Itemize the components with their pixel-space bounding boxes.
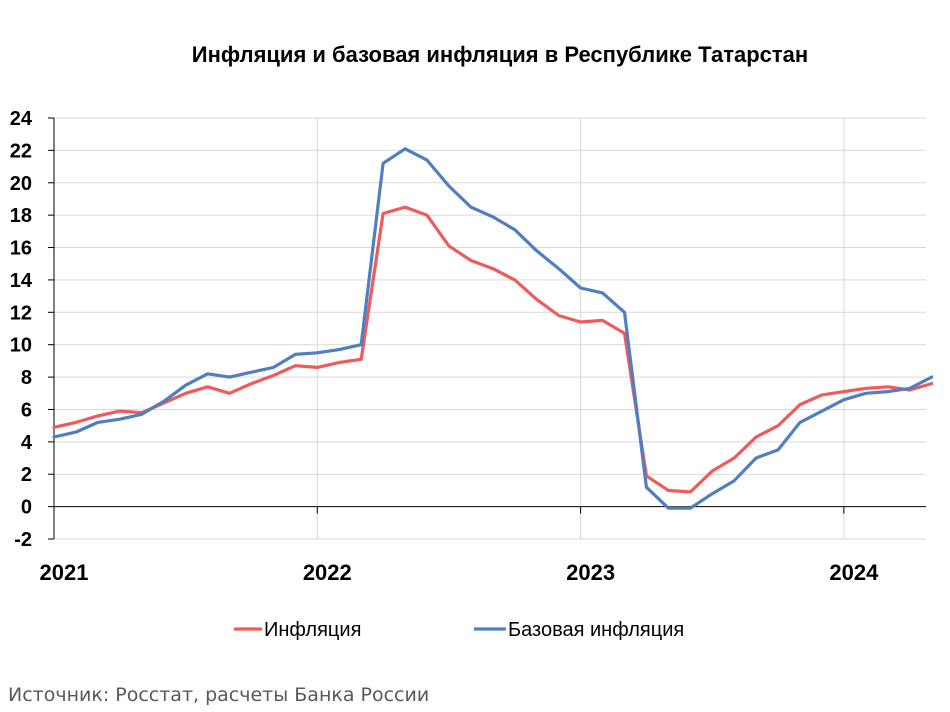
y-tick-label: 2 — [21, 464, 32, 486]
series-line-core-inflation — [52, 147, 934, 510]
y-tick-label: 4 — [21, 432, 33, 454]
legend-label: Базовая инфляция — [508, 619, 684, 641]
y-tick-label: 8 — [21, 367, 32, 389]
y-tick-label: 24 — [10, 108, 33, 130]
y-tick-label: 22 — [10, 140, 32, 162]
y-tick-label: 12 — [10, 302, 32, 324]
chart-title: Инфляция и базовая инфляция в Республике… — [191, 42, 809, 67]
y-tick-label: 6 — [21, 399, 32, 421]
y-tick-label: 18 — [10, 205, 32, 227]
legend-label: Инфляция — [264, 619, 361, 641]
y-tick-label: 16 — [10, 238, 32, 260]
series-layer — [52, 147, 934, 510]
y-tick-label: 20 — [10, 173, 32, 195]
y-tick-label: 0 — [21, 497, 32, 519]
grid-layer — [54, 117, 926, 540]
x-tick-label: 2024 — [829, 560, 879, 585]
x-tick-label: 2022 — [303, 560, 352, 585]
x-tick-label: 2021 — [40, 560, 89, 585]
y-tick-label: -2 — [14, 529, 32, 551]
source-note: Источник: Росстат, расчеты Банка России — [8, 684, 430, 706]
series-line-inflation — [52, 205, 934, 494]
y-tick-label: 10 — [10, 335, 32, 357]
legend: Инфляция Базовая инфляция — [234, 619, 684, 641]
y-tick-label: 14 — [10, 270, 33, 292]
x-tick-label: 2023 — [566, 560, 615, 585]
